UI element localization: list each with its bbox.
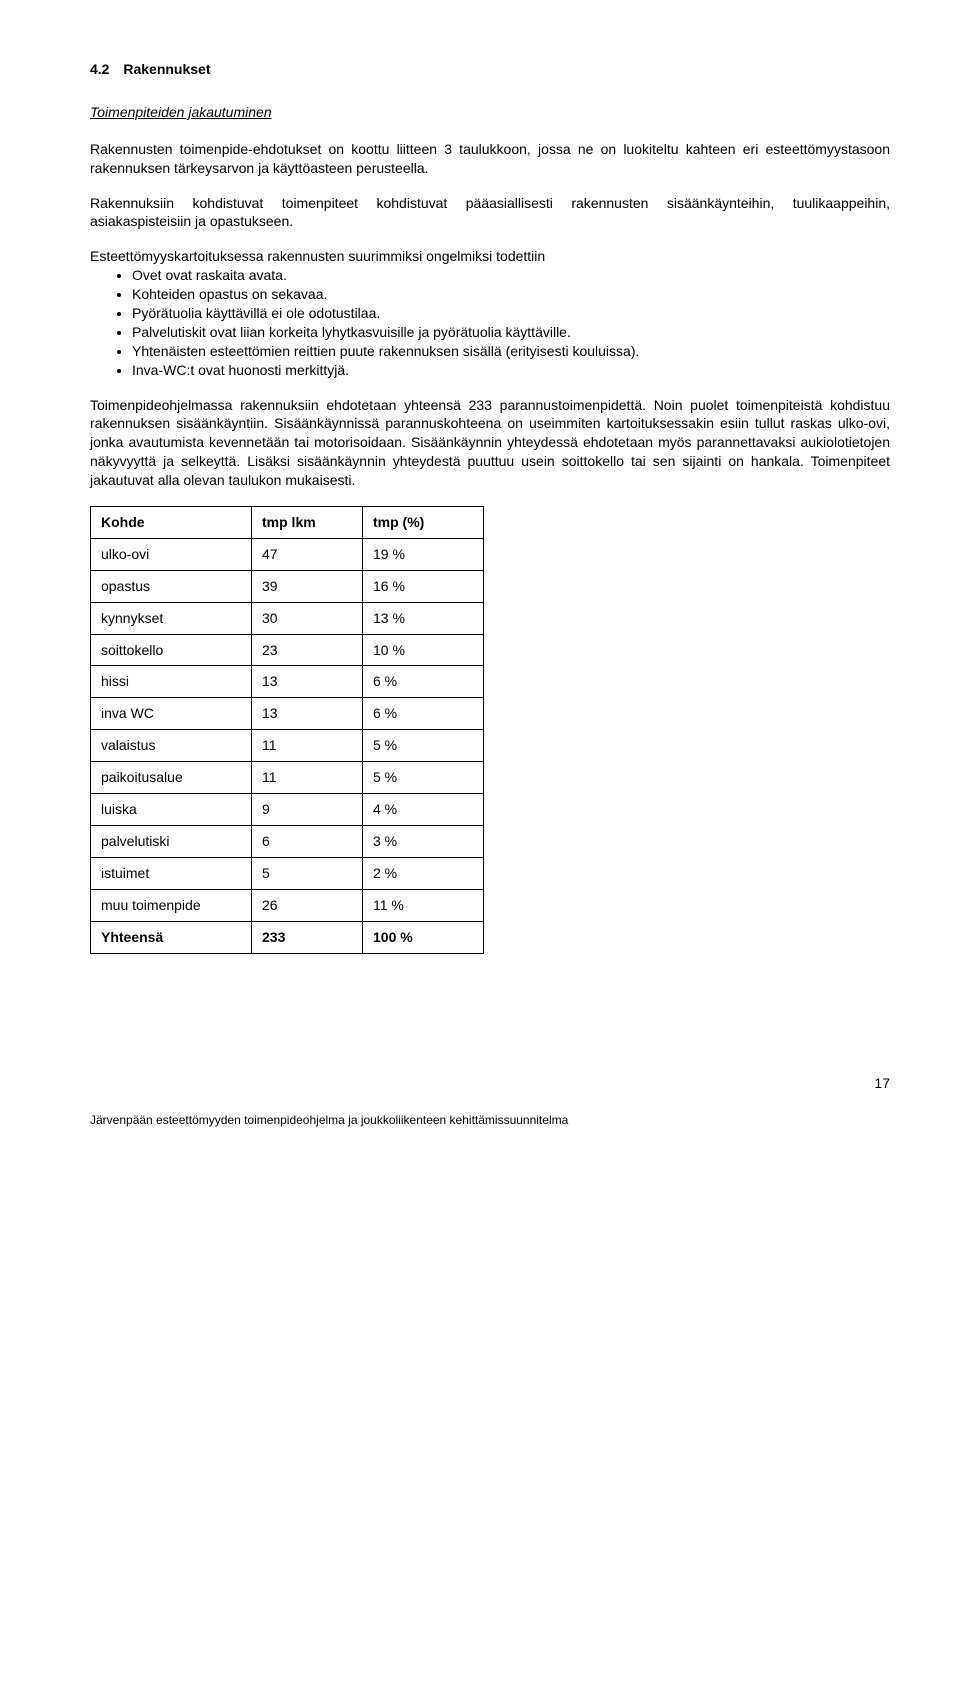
list-item: Pyörätuolia käyttävillä ei ole odotustil… [132, 304, 890, 323]
table-cell: 10 % [363, 634, 484, 666]
table-row: paikoitusalue115 % [91, 762, 484, 794]
body-text: Rakennusten toimenpide-ehdotukset on koo… [90, 140, 890, 232]
section-title: Rakennukset [123, 61, 210, 77]
table-row: palvelutiski63 % [91, 825, 484, 857]
table-cell: 6 % [363, 698, 484, 730]
table-cell: luiska [91, 794, 252, 826]
table-header: tmp lkm [252, 507, 363, 539]
table-cell: Yhteensä [91, 921, 252, 953]
table-header: Kohde [91, 507, 252, 539]
table-cell: 11 % [363, 889, 484, 921]
table-cell: 3 % [363, 825, 484, 857]
table-cell: 2 % [363, 857, 484, 889]
table-header: tmp (%) [363, 507, 484, 539]
table-cell: 6 [252, 825, 363, 857]
table-cell: 19 % [363, 538, 484, 570]
table-cell: 4 % [363, 794, 484, 826]
table-cell: 13 [252, 666, 363, 698]
table-row: istuimet52 % [91, 857, 484, 889]
table-cell: 13 % [363, 602, 484, 634]
table-total-row: Yhteensä233100 % [91, 921, 484, 953]
subheading: Toimenpiteiden jakautuminen [90, 103, 890, 122]
section-heading: 4.2 Rakennukset [90, 60, 890, 79]
list-item: Palvelutiskit ovat liian korkeita lyhytk… [132, 323, 890, 342]
footer-text: Järvenpään esteettömyyden toimenpideohje… [90, 1112, 890, 1128]
paragraph-2: Rakennuksiin kohdistuvat toimenpiteet ko… [90, 194, 890, 232]
table-cell: 233 [252, 921, 363, 953]
table-cell: 11 [252, 730, 363, 762]
table-cell: 26 [252, 889, 363, 921]
table-cell: istuimet [91, 857, 252, 889]
table-row: valaistus115 % [91, 730, 484, 762]
table-row: muu toimenpide2611 % [91, 889, 484, 921]
table-row: opastus3916 % [91, 570, 484, 602]
page-number: 17 [90, 1074, 890, 1093]
table-row: kynnykset3013 % [91, 602, 484, 634]
measures-table: Kohde tmp lkm tmp (%) ulko-ovi4719 % opa… [90, 506, 484, 953]
table-cell: 5 [252, 857, 363, 889]
table-cell: 39 [252, 570, 363, 602]
table-cell: paikoitusalue [91, 762, 252, 794]
table-row: soittokello2310 % [91, 634, 484, 666]
problem-list: Ovet ovat raskaita avata. Kohteiden opas… [90, 266, 890, 379]
list-item: Inva-WC:t ovat huonosti merkittyjä. [132, 361, 890, 380]
table-row: hissi136 % [91, 666, 484, 698]
table-cell: muu toimenpide [91, 889, 252, 921]
table-cell: 5 % [363, 762, 484, 794]
table-cell: 30 [252, 602, 363, 634]
paragraph-3: Toimenpideohjelmassa rakennuksiin ehdote… [90, 396, 890, 490]
table-cell: 6 % [363, 666, 484, 698]
table-cell: 5 % [363, 730, 484, 762]
table-row: ulko-ovi4719 % [91, 538, 484, 570]
table-cell: palvelutiski [91, 825, 252, 857]
list-intro: Esteettömyyskartoituksessa rakennusten s… [90, 247, 890, 266]
section-number: 4.2 [90, 61, 109, 77]
table-cell: hissi [91, 666, 252, 698]
table-cell: opastus [91, 570, 252, 602]
list-item: Yhtenäisten esteettömien reittien puute … [132, 342, 890, 361]
table-cell: soittokello [91, 634, 252, 666]
table-cell: kynnykset [91, 602, 252, 634]
table-cell: 16 % [363, 570, 484, 602]
table-cell: 47 [252, 538, 363, 570]
table-cell: valaistus [91, 730, 252, 762]
list-item: Ovet ovat raskaita avata. [132, 266, 890, 285]
table-header-row: Kohde tmp lkm tmp (%) [91, 507, 484, 539]
table-row: luiska94 % [91, 794, 484, 826]
paragraph-1: Rakennusten toimenpide-ehdotukset on koo… [90, 140, 890, 178]
table-cell: 23 [252, 634, 363, 666]
table-cell: ulko-ovi [91, 538, 252, 570]
table-cell: inva WC [91, 698, 252, 730]
table-cell: 100 % [363, 921, 484, 953]
table-row: inva WC136 % [91, 698, 484, 730]
table-cell: 11 [252, 762, 363, 794]
table-cell: 9 [252, 794, 363, 826]
list-item: Kohteiden opastus on sekavaa. [132, 285, 890, 304]
table-cell: 13 [252, 698, 363, 730]
